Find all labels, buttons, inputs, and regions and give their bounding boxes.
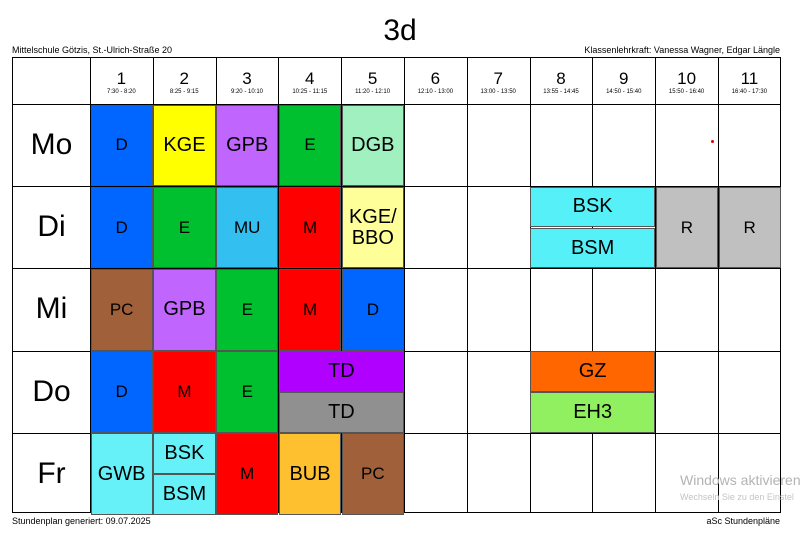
lesson-cell: E (216, 268, 279, 351)
generated-date: Stundenplan generiert: 09.07.2025 (12, 516, 151, 526)
period-number: 1 (116, 69, 127, 88)
lesson-cell: DGB (341, 104, 404, 187)
period-number: 5 (367, 69, 378, 88)
lesson-cell: GPB (153, 268, 216, 351)
lesson-cell: E (153, 186, 216, 269)
day-label: Di (37, 210, 66, 244)
period-time: 8:25 - 9:15 (169, 89, 199, 95)
grid-vline (592, 58, 594, 512)
period-header: 10 15:50 - 16:40 (655, 70, 718, 96)
period-number: 2 (179, 69, 189, 88)
period-time: 13:55 - 14:45 (543, 89, 579, 95)
period-number: 3 (242, 69, 252, 88)
grid-vline (404, 58, 405, 512)
period-header: 3 9:20 - 10:10 (216, 70, 279, 96)
day-label: Do (32, 374, 71, 408)
lesson-cell: D (341, 268, 404, 351)
red-dot-marker (711, 140, 714, 143)
period-header: 11 16:40 - 17:30 (718, 70, 781, 96)
period-time: 13:00 - 13:50 (480, 89, 516, 95)
page-title: 3d (383, 14, 417, 47)
period-header: 8 13:55 - 14:45 (530, 70, 593, 96)
day-label: Fr (37, 456, 66, 490)
grid-vline (718, 58, 719, 512)
period-time: 10:25 - 11:15 (292, 89, 328, 95)
windows-activation-hint: Wechseln Sie zu den Einstel (680, 492, 794, 502)
lesson-cell: M (153, 351, 216, 433)
lesson-cell: R (718, 186, 781, 269)
lesson-cell: E (216, 351, 279, 433)
lesson-cell: EH3 (530, 392, 656, 433)
lesson-cell: BSM (530, 227, 656, 269)
period-number: 9 (619, 69, 629, 88)
lesson-cell: BSK (530, 186, 656, 228)
day-label: Mi (35, 292, 68, 326)
lesson-cell: M (278, 268, 342, 351)
lesson-cell: D (90, 186, 153, 269)
lesson-cell: BUB (278, 433, 342, 515)
period-header: 1 7:30 - 8:20 (90, 70, 153, 96)
lesson-cell: TD (278, 392, 404, 433)
lesson-cell: BSK (153, 433, 216, 474)
period-time: 12:10 - 13:00 (417, 89, 454, 95)
period-header: 5 11:20 - 12:10 (341, 70, 404, 96)
period-time: 16:40 - 17:30 (731, 89, 768, 95)
lesson-cell: GWB (90, 433, 153, 515)
period-number: 8 (556, 69, 566, 88)
lesson-cell: GZ (530, 351, 656, 392)
lesson-cell: E (278, 104, 342, 187)
grid-vline (466, 58, 468, 512)
day-label: Mo (30, 128, 73, 162)
grid-vline (529, 58, 531, 512)
lesson-cell: BSM (153, 474, 216, 515)
period-time: 15:50 - 16:40 (668, 89, 705, 95)
lesson-cell: TD (278, 351, 404, 392)
lesson-cell: M (216, 433, 279, 515)
class-teacher: Klassenlehrkraft: Vanessa Wagner, Edgar … (584, 45, 780, 55)
lesson-cell: R (655, 186, 718, 269)
lesson-cell: GPB (216, 104, 279, 187)
period-number: 11 (740, 69, 759, 88)
timetable-grid: 1 7:30 - 8:20 2 8:25 - 9:15 3 9:20 - 10:10 4 10… (12, 57, 781, 515)
lesson-cell: PC (341, 433, 404, 515)
period-header: 6 12:10 - 13:00 (404, 70, 467, 96)
period-header: 4 10:25 - 11:15 (278, 70, 341, 96)
lesson-cell: M (278, 186, 342, 269)
period-time: 9:20 - 10:10 (230, 89, 263, 95)
period-header: 7 13:00 - 13:50 (467, 70, 530, 96)
lesson-cell: D (90, 104, 153, 187)
period-number: 7 (493, 69, 503, 88)
period-header: 9 14:50 - 15:40 (592, 70, 655, 96)
period-header: 2 8:25 - 9:15 (153, 70, 216, 96)
lesson-cell: PC (90, 268, 153, 351)
period-number: 4 (305, 69, 315, 88)
windows-activation-watermark: Windows aktivieren (680, 472, 800, 488)
lesson-cell: MU (216, 186, 279, 269)
lesson-cell: D (90, 351, 153, 433)
period-number: 10 (677, 69, 697, 88)
lesson-cell: KGE/ BBO (341, 186, 404, 269)
period-number: 6 (430, 69, 441, 88)
period-time: 7:30 - 8:20 (107, 89, 136, 95)
software-credit: aSc Stundenpläne (706, 516, 780, 526)
grid-vline (655, 58, 657, 512)
period-time: 14:50 - 15:40 (606, 89, 642, 95)
lesson-cell: KGE (153, 104, 216, 187)
school-address: Mittelschule Götzis, St.-Ulrich-Straße 2… (12, 45, 173, 55)
period-time: 11:20 - 12:10 (355, 89, 391, 95)
